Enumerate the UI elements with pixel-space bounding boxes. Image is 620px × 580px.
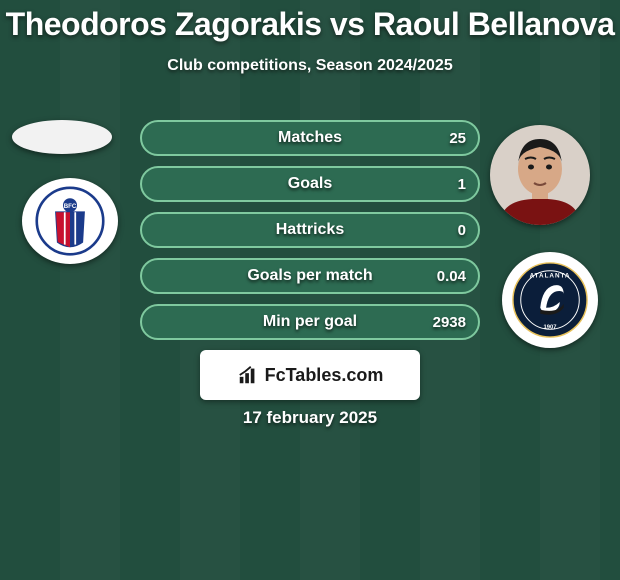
stat-label: Min per goal xyxy=(142,313,478,331)
stat-label: Goals xyxy=(142,175,478,193)
svg-text:1907: 1907 xyxy=(543,324,556,330)
stat-row: Matches 25 xyxy=(140,120,480,156)
stat-row: Hattricks 0 xyxy=(140,212,480,248)
stat-value-right: 2938 xyxy=(433,314,466,331)
stat-value-right: 0.04 xyxy=(437,268,466,285)
stat-row: Goals 1 xyxy=(140,166,480,202)
stat-value-right: 1 xyxy=(458,176,466,193)
comparison-date: 17 february 2025 xyxy=(0,408,620,428)
stat-row: Goals per match 0.04 xyxy=(140,258,480,294)
badge-text: FcTables.com xyxy=(265,365,384,386)
stat-label: Matches xyxy=(142,129,478,147)
svg-text:ATALANTA: ATALANTA xyxy=(530,273,571,280)
stat-value-right: 0 xyxy=(458,222,466,239)
chart-icon xyxy=(237,364,259,386)
club-logo-right: ATALANTA 1907 xyxy=(502,252,598,348)
stat-label: Hattricks xyxy=(142,221,478,239)
club-logo-left: BFC xyxy=(22,178,118,264)
svg-text:BFC: BFC xyxy=(64,203,77,210)
player-photo-right xyxy=(490,125,590,225)
page-title: Theodoros Zagorakis vs Raoul Bellanova xyxy=(0,0,620,43)
fctables-badge: FcTables.com xyxy=(200,350,420,400)
stat-value-right: 25 xyxy=(449,130,466,147)
page-subtitle: Club competitions, Season 2024/2025 xyxy=(0,57,620,75)
stat-label: Goals per match xyxy=(142,267,478,285)
player-photo-left xyxy=(12,120,112,154)
stat-row: Min per goal 2938 xyxy=(140,304,480,340)
stats-table: Matches 25 Goals 1 Hattricks 0 Goals per… xyxy=(140,120,480,350)
